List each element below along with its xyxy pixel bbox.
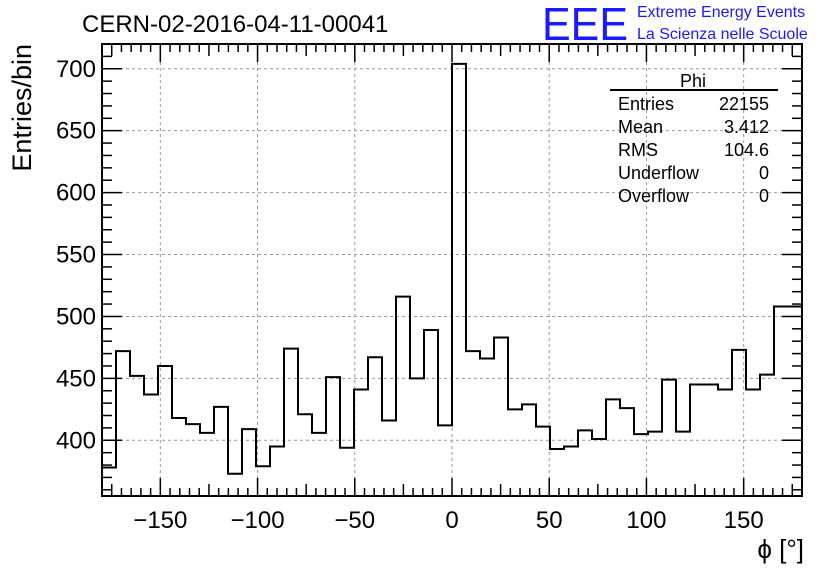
stats-label-mean: Mean <box>618 117 663 137</box>
chart-title: CERN-02-2016-04-11-00041 <box>82 11 388 38</box>
y-tick-label: 700 <box>56 56 96 83</box>
stats-box-title: Phi <box>680 71 706 91</box>
stats-value-entries: 22155 <box>719 94 769 114</box>
axis-ticks <box>102 44 802 496</box>
stats-label-underflow: Underflow <box>618 163 700 183</box>
stats-value-underflow: 0 <box>759 163 769 183</box>
logo-line1: Extreme Energy Events <box>637 4 805 21</box>
y-tick-label: 400 <box>56 427 96 454</box>
x-tick-label: 150 <box>724 507 764 534</box>
x-tick-label: −150 <box>133 507 187 534</box>
x-axis-label: ϕ [°] <box>757 534 804 564</box>
y-tick-label: 550 <box>56 242 96 269</box>
x-tick-label: 50 <box>536 507 563 534</box>
histogram-line <box>101 62 803 496</box>
stats-label-entries: Entries <box>618 94 674 114</box>
x-tick-label: −50 <box>334 507 375 534</box>
stats-value-overflow: 0 <box>759 186 769 206</box>
stats-value-mean: 3.412 <box>724 117 769 137</box>
stats-value-rms: 104.6 <box>724 140 769 160</box>
tick-labels: −150 −100 −50 0 50 100 150 400 450 500 550 600 650 70… <box>56 56 764 534</box>
stats-label-overflow: Overflow <box>618 186 690 206</box>
x-tick-label: 0 <box>445 507 458 534</box>
logo-mark: EEE <box>542 0 628 50</box>
stats-label-rms: RMS <box>618 140 658 160</box>
logo-line2: La Scienza nelle Scuole <box>637 26 808 43</box>
x-tick-label: −100 <box>231 507 285 534</box>
y-tick-label: 500 <box>56 303 96 330</box>
x-tick-label: 100 <box>626 507 666 534</box>
y-axis-label: Entries/bin <box>7 44 37 172</box>
y-tick-label: 450 <box>56 365 96 392</box>
y-tick-label: 600 <box>56 180 96 207</box>
plot-frame <box>101 43 803 497</box>
y-tick-label: 650 <box>56 118 96 145</box>
stats-box: Phi Entries 22155 Mean 3.412 RMS 104.6 U… <box>610 71 778 206</box>
eee-logo: EEE Extreme Energy Events La Scienza nel… <box>542 0 808 50</box>
